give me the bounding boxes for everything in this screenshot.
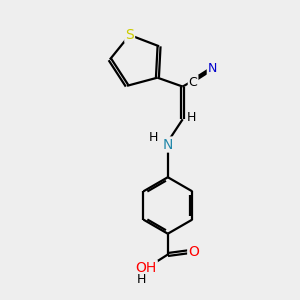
Text: N: N xyxy=(208,62,217,75)
Text: C: C xyxy=(189,76,197,88)
Text: S: S xyxy=(125,28,134,42)
Text: O: O xyxy=(188,244,199,259)
Text: H: H xyxy=(136,273,146,286)
Text: OH: OH xyxy=(136,261,157,275)
Text: H: H xyxy=(148,130,158,144)
Text: H: H xyxy=(187,111,196,124)
Text: N: N xyxy=(163,137,173,152)
